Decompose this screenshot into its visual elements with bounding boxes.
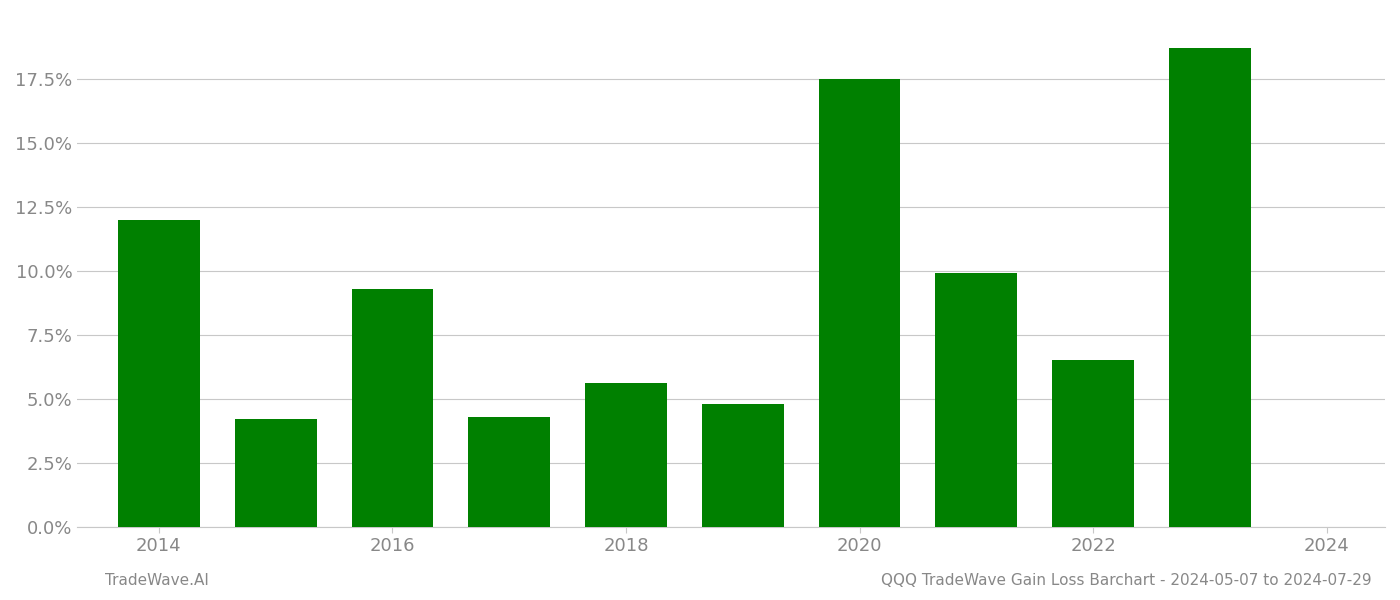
Bar [701, 404, 784, 527]
Bar [235, 419, 316, 527]
Bar [935, 274, 1018, 527]
Text: QQQ TradeWave Gain Loss Barchart - 2024-05-07 to 2024-07-29: QQQ TradeWave Gain Loss Barchart - 2024-… [882, 573, 1372, 588]
Bar [585, 383, 666, 527]
Bar [819, 79, 900, 527]
Bar [1053, 361, 1134, 527]
Bar [118, 220, 200, 527]
Bar [351, 289, 433, 527]
Text: TradeWave.AI: TradeWave.AI [105, 573, 209, 588]
Bar [469, 416, 550, 527]
Bar [1169, 48, 1250, 527]
